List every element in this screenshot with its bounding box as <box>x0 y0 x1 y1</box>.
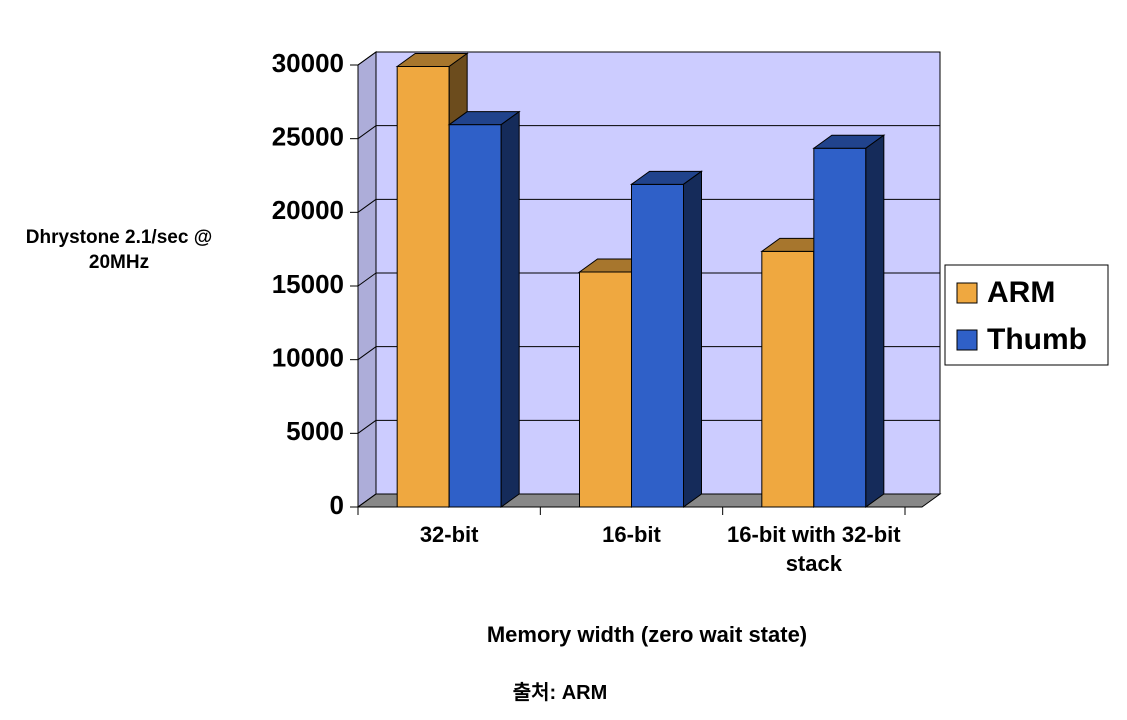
x-tick-label: 32-bit <box>419 522 479 547</box>
x-tick-label: 16-bit with 32-bit stack <box>727 522 901 576</box>
y-tick-label: 25000 <box>272 122 344 152</box>
y-tick-label: 5000 <box>286 416 344 446</box>
bar <box>447 110 521 508</box>
y-axis-title: Dhrystone 2.1/sec @ 20MHz <box>25 227 213 273</box>
grid-line <box>357 346 377 361</box>
bar-front <box>631 183 684 508</box>
grid-line <box>357 419 377 434</box>
bar <box>812 134 886 508</box>
y-tick-label: 10000 <box>272 343 344 373</box>
bar-front <box>579 271 632 508</box>
bar-front <box>813 147 867 508</box>
bar-side <box>683 170 702 508</box>
legend-label: Thumb <box>987 323 1087 356</box>
grid-line <box>357 272 377 287</box>
bar-side <box>500 110 520 508</box>
grid-line <box>357 51 377 66</box>
bar <box>629 170 704 508</box>
legend-swatch <box>956 329 978 351</box>
x-tick-label: 16-bit <box>602 522 661 547</box>
grid-line <box>357 198 377 213</box>
legend-swatch <box>956 282 978 304</box>
y-tick-label: 30000 <box>272 48 344 78</box>
bar-front <box>761 250 815 508</box>
bar-side <box>865 134 885 508</box>
y-tick-label: 20000 <box>272 195 344 225</box>
y-tick-label: 0 <box>330 490 344 520</box>
grid-line <box>357 125 377 140</box>
legend-label: ARM <box>987 276 1055 309</box>
bar-front <box>448 124 502 508</box>
grid-line <box>357 493 377 508</box>
source-note: 출처: ARM <box>512 682 608 704</box>
y-tick-label: 15000 <box>272 269 344 299</box>
x-axis-title: Memory width (zero wait state) <box>486 622 808 647</box>
bar-front <box>396 65 450 508</box>
